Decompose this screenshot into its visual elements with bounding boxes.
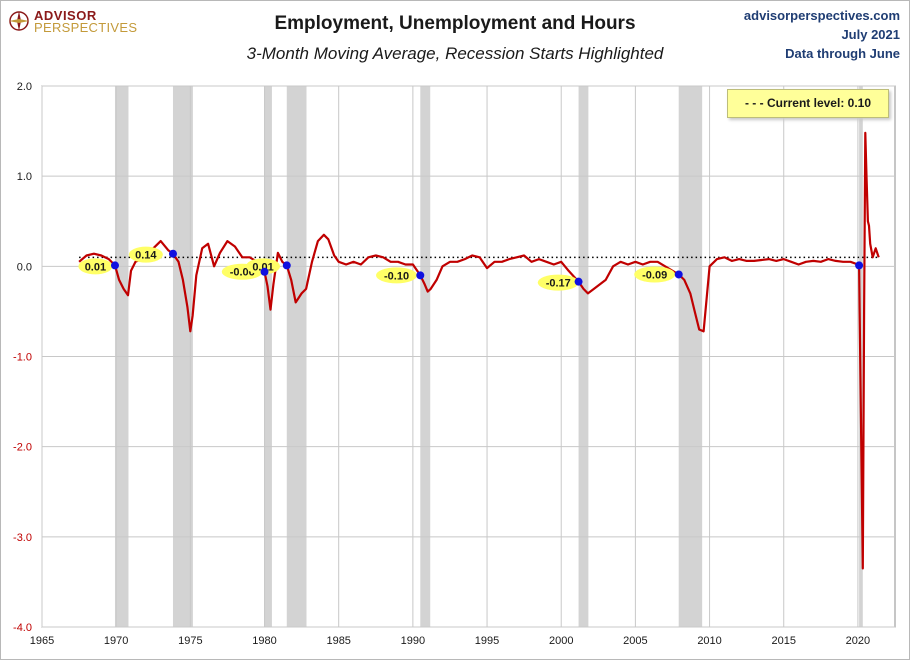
- recession-start-marker: [416, 271, 425, 280]
- recession-start-marker: [260, 267, 269, 276]
- logo-bottom-text: PERSPECTIVES: [34, 20, 138, 35]
- x-tick-label: 2005: [623, 635, 647, 647]
- subtitle-text: -Month Moving Average, Recession Starts …: [256, 44, 664, 63]
- recession-start-label: -0.10: [384, 270, 409, 282]
- y-tick-label: -1.0: [13, 352, 32, 364]
- x-tick-label: 1980: [252, 635, 276, 647]
- x-tick-label: 1985: [326, 635, 350, 647]
- recession-start-label: 0.14: [135, 250, 157, 262]
- x-tick-label: 1970: [104, 635, 128, 647]
- recession-start-label: 0.01: [252, 261, 273, 273]
- y-tick-label: 1.0: [17, 171, 32, 183]
- x-tick-label: 2015: [771, 635, 795, 647]
- recession-start-label-bg: [634, 266, 676, 283]
- x-tick-label: 2000: [549, 635, 573, 647]
- recession-start-label-bg: [537, 274, 579, 291]
- recession-start-label: 0.01: [85, 261, 106, 273]
- recession-start-marker: [168, 249, 177, 258]
- subtitle-prefix: 3: [246, 44, 257, 63]
- recession-start-label-bg: [128, 246, 163, 263]
- x-tick-label: 1995: [475, 635, 499, 647]
- y-tick-label: -3.0: [13, 532, 32, 544]
- recession-start-marker: [855, 261, 864, 270]
- recession-start-marker: [674, 270, 683, 279]
- source-note: Data through June: [785, 46, 900, 61]
- x-tick-label: 1965: [30, 635, 54, 647]
- recession-start-label-bg: [376, 267, 418, 284]
- source-block: advisorperspectives.com July 2021 Data t…: [744, 6, 900, 63]
- series-line: [78, 131, 880, 570]
- compass-logo-icon: [9, 11, 29, 31]
- recession-start-label: -0.17: [546, 278, 571, 290]
- source-site: advisorperspectives.com: [743, 8, 900, 23]
- source-date: July 2021: [841, 27, 900, 42]
- y-tick-label: 0.0: [17, 261, 32, 273]
- x-tick-label: 1990: [401, 635, 425, 647]
- recession-start-marker: [110, 261, 119, 270]
- x-tick-label: 2010: [697, 635, 721, 647]
- legend-box: - - - Current level: 0.10: [727, 89, 889, 118]
- recession-start-label-bg: [246, 258, 281, 275]
- y-tick-label: 2.0: [17, 81, 32, 93]
- logo-top-text: ADVISOR: [34, 8, 97, 23]
- recession-start-label-bg: [78, 258, 113, 275]
- y-tick-label: -2.0: [13, 442, 32, 454]
- y-tick-label: -4.0: [13, 622, 32, 634]
- recession-start-label: -0.09: [642, 269, 667, 281]
- recession-start-marker: [574, 277, 583, 286]
- x-tick-label: 1975: [178, 635, 202, 647]
- chart-title: Employment, Unemployment and Hours: [274, 13, 636, 34]
- recession-start-marker: [282, 261, 291, 270]
- chart-subtitle: 3-Month Moving Average, Recession Starts…: [0, 44, 910, 64]
- legend-current-level: - - - Current level: 0.10: [744, 96, 872, 110]
- x-tick-label: 2020: [846, 635, 870, 647]
